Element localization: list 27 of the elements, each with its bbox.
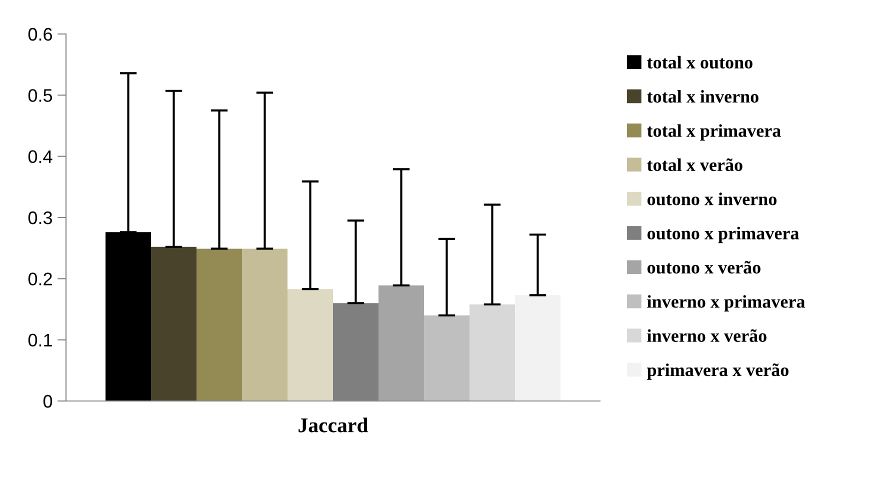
bar xyxy=(196,248,242,401)
bar xyxy=(424,315,470,401)
y-tick-label: 0 xyxy=(43,394,52,408)
y-tick-label: 0.5 xyxy=(28,89,52,102)
legend-label: total x verão xyxy=(647,158,742,172)
bar xyxy=(378,285,424,401)
bar xyxy=(106,232,152,401)
bar xyxy=(242,248,288,401)
bar xyxy=(514,295,560,401)
legend-label: outono x inverno xyxy=(647,192,777,206)
legend-label: inverno x primavera xyxy=(647,295,805,312)
legend-label: outono x verão xyxy=(647,260,760,274)
bar xyxy=(469,304,515,401)
y-tick-label: 0.2 xyxy=(28,272,52,286)
legend-label: primavera x verão xyxy=(647,363,788,380)
y-tick-label: 0.3 xyxy=(28,211,52,224)
bar xyxy=(288,289,333,401)
x-tick-label: Jaccard xyxy=(298,418,368,432)
y-tick-label: 0.1 xyxy=(28,334,52,347)
bar xyxy=(151,246,197,401)
y-tick-label: 0.6 xyxy=(28,28,52,41)
y-tick-label: 0.4 xyxy=(28,150,52,164)
legend-label: total x primavera xyxy=(647,124,781,141)
legend-label: total x outono xyxy=(647,56,752,69)
legend-label: outono x primavera xyxy=(647,226,799,244)
legend-label: total x inverno xyxy=(647,90,758,103)
legend-label: inverno x verão xyxy=(647,329,766,342)
